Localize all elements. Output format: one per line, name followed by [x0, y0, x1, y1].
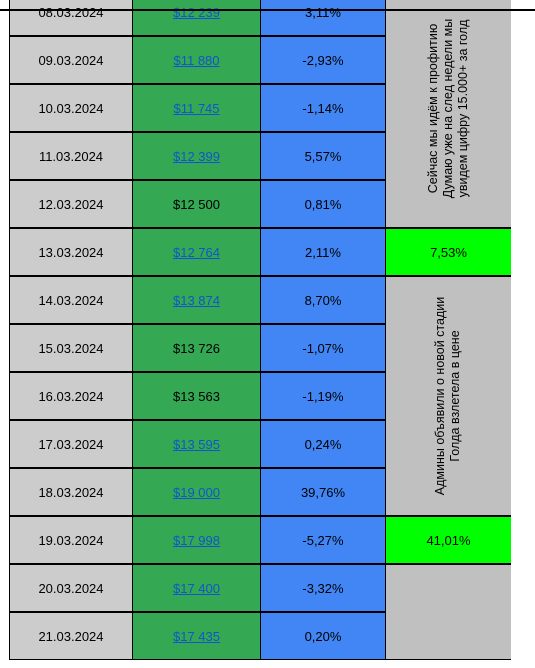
percent-text: 0,24%	[304, 436, 342, 452]
percent-cell[interactable]: 8,70%	[260, 276, 386, 324]
percent-cell[interactable]: 5,57%	[260, 132, 386, 180]
price-cell[interactable]: $13 595	[132, 420, 261, 468]
date-cell[interactable]: 19.03.2024	[9, 516, 133, 564]
frozen-row-divider	[0, 9, 535, 11]
percent-text: 0,20%	[304, 628, 342, 644]
percent-cell[interactable]: -1,07%	[260, 324, 386, 372]
percent-text: -1,19%	[302, 388, 344, 404]
percent-cell[interactable]: -1,19%	[260, 372, 386, 420]
price-cell[interactable]: $12 239	[132, 0, 261, 36]
date-cell[interactable]: 21.03.2024	[9, 612, 133, 660]
date-cell[interactable]: 09.03.2024	[9, 36, 133, 84]
date-text: 16.03.2024	[38, 388, 104, 404]
percent-text: 8,70%	[304, 292, 342, 308]
percent-text: 3,11%	[305, 4, 341, 20]
percent-text: 0,81%	[304, 196, 342, 212]
percent-text: -1,07%	[302, 340, 344, 356]
date-cell[interactable]: 18.03.2024	[9, 468, 133, 516]
date-cell[interactable]: 14.03.2024	[9, 276, 133, 324]
percent-cell[interactable]: 3,11%	[260, 0, 386, 36]
date-text: 21.03.2024	[38, 628, 104, 644]
date-cell[interactable]: 12.03.2024	[9, 180, 133, 228]
percent-cell[interactable]: -1,14%	[260, 84, 386, 132]
percent-text: -3,32%	[302, 580, 344, 596]
percent-text: 39,76%	[300, 484, 346, 500]
price-cell[interactable]: $12 764	[132, 228, 261, 276]
price-cell[interactable]: $17 400	[132, 564, 261, 612]
percent-text: -5,27%	[302, 532, 344, 548]
date-text: 08.03.2024	[38, 4, 104, 20]
date-cell[interactable]: 11.03.2024	[9, 132, 133, 180]
note-text-forecast: Сейчас мы идём к профитию Думаю уже на с…	[426, 18, 471, 198]
percent-cell[interactable]: -5,27%	[260, 516, 386, 564]
percent-cell[interactable]: -3,32%	[260, 564, 386, 612]
empty-side-cell[interactable]	[385, 564, 512, 660]
price-link[interactable]: $19 000	[173, 484, 220, 500]
price-cell[interactable]: $13 563	[132, 372, 261, 420]
price-link[interactable]: $12 764	[173, 244, 220, 260]
price-cell[interactable]: $11 880	[132, 36, 261, 84]
date-cell[interactable]: 17.03.2024	[9, 420, 133, 468]
price-cell[interactable]: $11 745	[132, 84, 261, 132]
percent-text: 2,11%	[305, 244, 341, 260]
price-cell[interactable]: $17 998	[132, 516, 261, 564]
date-text: 18.03.2024	[38, 484, 104, 500]
price-link[interactable]: $11 745	[173, 100, 220, 116]
price-cell[interactable]: $13 726	[132, 324, 261, 372]
percent-text: 5,57%	[304, 148, 342, 164]
date-cell[interactable]: 13.03.2024	[9, 228, 133, 276]
date-cell[interactable]: 08.03.2024	[9, 0, 133, 36]
total-cell-1[interactable]: 7,53%	[385, 228, 512, 276]
date-cell[interactable]: 10.03.2024	[9, 84, 133, 132]
date-text: 11.03.2024	[38, 148, 104, 164]
percent-cell[interactable]: -2,93%	[260, 36, 386, 84]
note-cell-announcement[interactable]: Админы объявили о новой стадии Голда взл…	[385, 276, 512, 516]
percent-cell[interactable]: 2,11%	[260, 228, 386, 276]
percent-text: -1,14%	[302, 100, 344, 116]
date-text: 12.03.2024	[38, 196, 104, 212]
note-text-announcement: Админы объявили о новой стадии Голда взл…	[433, 296, 463, 496]
date-text: 14.03.2024	[38, 292, 104, 308]
percent-text: -2,93%	[302, 52, 344, 68]
percent-cell[interactable]: 39,76%	[260, 468, 386, 516]
price-link[interactable]: $13 874	[173, 292, 220, 308]
date-text: 09.03.2024	[38, 52, 104, 68]
price-text: $13 563	[173, 388, 220, 404]
date-cell[interactable]: 20.03.2024	[9, 564, 133, 612]
price-link[interactable]: $12 399	[173, 148, 220, 164]
total-cell-2[interactable]: 41,01%	[385, 516, 512, 564]
date-text: 13.03.2024	[38, 244, 104, 260]
price-text: $12 500	[173, 196, 220, 212]
price-cell[interactable]: $13 874	[132, 276, 261, 324]
price-link[interactable]: $17 400	[173, 580, 220, 596]
price-text: $13 726	[173, 340, 220, 356]
price-cell[interactable]: $19 000	[132, 468, 261, 516]
total-text-2: 41,01%	[426, 532, 471, 548]
price-link[interactable]: $17 998	[173, 532, 220, 548]
date-cell[interactable]: 16.03.2024	[9, 372, 133, 420]
date-text: 20.03.2024	[38, 580, 104, 596]
price-cell[interactable]: $17 435	[132, 612, 261, 660]
note-cell-forecast[interactable]: Сейчас мы идём к профитию Думаю уже на с…	[385, 0, 512, 228]
date-text: 19.03.2024	[38, 532, 104, 548]
date-text: 17.03.2024	[38, 436, 104, 452]
percent-cell[interactable]: 0,24%	[260, 420, 386, 468]
price-cell[interactable]: $12 500	[132, 180, 261, 228]
total-text-1: 7,53%	[430, 244, 467, 260]
price-link[interactable]: $17 435	[173, 628, 220, 644]
percent-cell[interactable]: 0,81%	[260, 180, 386, 228]
price-link[interactable]: $12 239	[173, 4, 220, 20]
date-text: 15.03.2024	[38, 340, 104, 356]
empty-column[interactable]	[511, 0, 535, 668]
price-cell[interactable]: $12 399	[132, 132, 261, 180]
date-cell[interactable]: 15.03.2024	[9, 324, 133, 372]
price-link[interactable]: $11 880	[173, 52, 220, 68]
price-link[interactable]: $13 595	[173, 436, 220, 452]
percent-cell[interactable]: 0,20%	[260, 612, 386, 660]
date-text: 10.03.2024	[38, 100, 104, 116]
